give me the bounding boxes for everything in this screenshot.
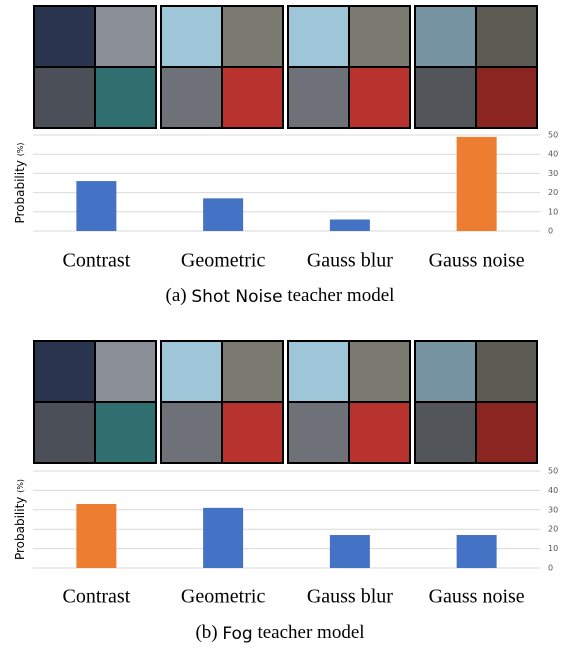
- y-label-text: Probability: [13, 497, 27, 560]
- image-tile: [35, 7, 94, 66]
- bar: [76, 504, 116, 568]
- x-tick-label: Gauss noise: [429, 586, 525, 608]
- image-tile: [162, 68, 221, 127]
- image-tile: [96, 403, 155, 462]
- image-tile: [35, 403, 94, 462]
- image-tile: [289, 7, 348, 66]
- y-tick-label: 0: [548, 564, 553, 573]
- x-tick-label: Geometric: [181, 250, 266, 272]
- caption-label: (a): [166, 285, 187, 306]
- image-grid: [160, 340, 284, 464]
- image-grid: [287, 5, 411, 129]
- x-tick-label: Gauss blur: [307, 250, 393, 272]
- image-grid: [414, 5, 538, 129]
- image-tile: [35, 342, 94, 401]
- y-tick-label: 40: [548, 486, 558, 495]
- y-tick-label: 10: [548, 207, 558, 216]
- image-tile: [223, 68, 282, 127]
- caption-text: teacher model: [257, 622, 364, 643]
- y-label-unit: (%): [16, 479, 25, 493]
- image-tile: [477, 403, 536, 462]
- x-tick-label: Gauss blur: [307, 586, 393, 608]
- y-tick-label: 10: [548, 544, 558, 553]
- bar: [330, 535, 370, 568]
- image-tile: [96, 342, 155, 401]
- image-tile: [35, 68, 94, 127]
- caption-name: Shot Noise: [191, 287, 282, 307]
- x-tick-label: Gauss noise: [429, 250, 525, 272]
- x-tick-label: Geometric: [181, 586, 266, 608]
- image-tile: [350, 68, 409, 127]
- image-tile: [223, 7, 282, 66]
- image-tile: [350, 7, 409, 66]
- image-tile: [96, 7, 155, 66]
- image-tile: [416, 7, 475, 66]
- caption-name: Fog: [222, 624, 252, 644]
- image-tile: [477, 7, 536, 66]
- bar: [76, 181, 116, 231]
- image-grid: [414, 340, 538, 464]
- figure: 0 10 20 30 40 50 Probability (%) Contrast Geomet…: [0, 0, 561, 652]
- image-tile: [477, 342, 536, 401]
- image-tile: [350, 403, 409, 462]
- image-tile: [416, 403, 475, 462]
- x-tick-label: Contrast: [62, 250, 130, 272]
- bar: [203, 198, 243, 231]
- image-tile: [162, 403, 221, 462]
- y-tick-label: 0: [548, 227, 553, 236]
- image-grid: [160, 5, 284, 129]
- image-tile: [223, 342, 282, 401]
- y-axis-label: Probability (%): [13, 142, 27, 223]
- image-tile: [350, 342, 409, 401]
- bar: [457, 137, 497, 231]
- image-grid: [287, 340, 411, 464]
- image-tile: [477, 68, 536, 127]
- x-tick-label: Contrast: [62, 586, 130, 608]
- y-tick-label: 20: [548, 525, 558, 534]
- bar: [203, 508, 243, 568]
- image-grid: [33, 5, 157, 129]
- image-grid: [33, 340, 157, 464]
- image-tile: [416, 342, 475, 401]
- caption: (a) Shot Noise teacher model: [166, 285, 395, 307]
- image-tile: [96, 68, 155, 127]
- image-tile: [289, 342, 348, 401]
- image-tile: [162, 7, 221, 66]
- y-tick-label: 30: [548, 505, 558, 514]
- image-tile: [162, 342, 221, 401]
- caption-text: teacher model: [287, 285, 394, 306]
- y-tick-label: 40: [548, 150, 558, 159]
- y-tick-label: 20: [548, 188, 558, 197]
- caption-label: (b): [195, 622, 217, 643]
- image-tile: [289, 68, 348, 127]
- image-tile: [223, 403, 282, 462]
- y-tick-label: 50: [548, 467, 558, 476]
- y-tick-label: 50: [548, 131, 558, 140]
- bar: [457, 535, 497, 568]
- y-tick-label: 30: [548, 169, 558, 178]
- bar: [330, 219, 370, 231]
- y-label-text: Probability: [13, 160, 27, 223]
- y-axis-label: Probability (%): [13, 479, 27, 560]
- image-tile: [416, 68, 475, 127]
- y-label-unit: (%): [16, 142, 25, 156]
- image-tile: [289, 403, 348, 462]
- caption: (b) Fog teacher model: [195, 622, 364, 644]
